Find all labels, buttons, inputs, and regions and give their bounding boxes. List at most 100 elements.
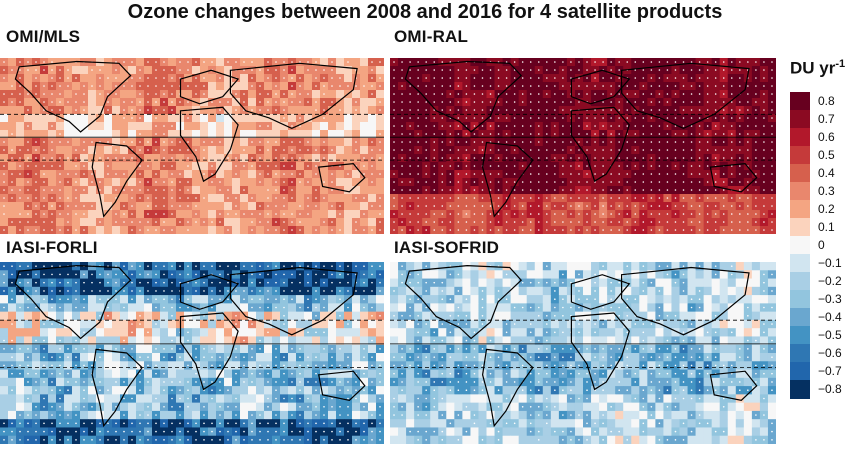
significance-dot [441, 125, 444, 127]
significance-dot [155, 133, 157, 135]
significance-dot [83, 381, 85, 383]
heatmap-cell [200, 319, 209, 329]
significance-dot [379, 101, 381, 103]
significance-dot [139, 85, 141, 87]
significance-dot [634, 173, 637, 175]
significance-dot [219, 189, 221, 191]
significance-dot [537, 197, 540, 199]
significance-dot [747, 173, 749, 175]
significance-dot [417, 197, 419, 199]
heatmap-cell [272, 319, 281, 329]
significance-dot [465, 77, 468, 79]
significance-dot [570, 213, 572, 215]
significance-dot [706, 189, 709, 191]
significance-dot [771, 189, 773, 191]
significance-dot [730, 205, 733, 207]
significance-dot [251, 372, 253, 375]
heatmap-cell [64, 130, 73, 139]
significance-dot [51, 323, 53, 325]
significance-dot [251, 323, 253, 325]
heatmap-cell [80, 218, 89, 227]
significance-dot [497, 229, 500, 231]
significance-dot [299, 157, 301, 159]
significance-dot [43, 181, 45, 183]
heatmap-cell [64, 122, 73, 131]
heatmap-cell [160, 361, 169, 370]
significance-dot [267, 101, 269, 103]
significance-dot [323, 93, 325, 95]
significance-dot [203, 93, 205, 95]
significance-dot [594, 173, 596, 175]
significance-dot [473, 197, 476, 199]
significance-dot [586, 133, 588, 135]
significance-dot [706, 221, 709, 223]
significance-dot [698, 213, 701, 215]
heatmap-cell [352, 311, 361, 321]
significance-dot [739, 221, 741, 223]
heatmap-cell [360, 336, 369, 346]
heatmap-cell [336, 218, 345, 227]
heatmap-cell [256, 377, 265, 387]
significance-dot [91, 181, 93, 183]
significance-dot [666, 133, 669, 135]
significance-dot [187, 290, 189, 292]
heatmap-cell [0, 114, 9, 123]
significance-dot [299, 77, 301, 79]
significance-dot [51, 205, 53, 207]
significance-dot [75, 181, 77, 183]
significance-dot [529, 133, 532, 135]
significance-dot [578, 165, 580, 167]
significance-dot [51, 109, 53, 111]
significance-dot [323, 381, 325, 383]
significance-dot [682, 149, 685, 151]
heatmap-cell [240, 218, 249, 227]
significance-dot [401, 221, 403, 223]
significance-dot [83, 281, 85, 284]
significance-dot [171, 189, 173, 191]
significance-dot [3, 189, 5, 191]
significance-dot [83, 189, 85, 191]
heatmap-cell [8, 226, 17, 234]
significance-dot [59, 306, 61, 309]
significance-dot [602, 109, 604, 111]
significance-dot [666, 109, 669, 111]
heatmap-cell [152, 377, 161, 387]
significance-dot [546, 61, 548, 63]
significance-dot [19, 290, 21, 292]
significance-dot [171, 306, 173, 309]
significance-dot [650, 181, 653, 183]
significance-dot [682, 61, 685, 63]
heatmap-cell [112, 319, 121, 329]
significance-dot [537, 141, 540, 143]
significance-dot [195, 281, 197, 284]
significance-dot [275, 364, 277, 367]
heatmap-cell [232, 186, 241, 195]
significance-dot [347, 85, 349, 87]
significance-dot [115, 381, 117, 383]
significance-dot [401, 213, 403, 215]
heatmap-cell [40, 114, 49, 123]
significance-dot [771, 125, 773, 127]
significance-dot [706, 101, 709, 103]
significance-dot [529, 141, 532, 143]
heatmap-cell [88, 186, 97, 195]
significance-dot [59, 77, 61, 79]
significance-dot [457, 165, 460, 167]
heatmap-cell [360, 98, 369, 107]
significance-dot [401, 181, 403, 183]
significance-dot [371, 181, 373, 183]
heatmap-cell [344, 122, 353, 131]
significance-dot [75, 77, 77, 79]
significance-dot [505, 133, 508, 135]
significance-dot [529, 93, 532, 95]
significance-dot [537, 189, 540, 191]
significance-dot [433, 85, 436, 87]
significance-dot [43, 339, 45, 342]
significance-dot [449, 229, 452, 231]
significance-dot [554, 77, 556, 79]
heatmap-cell [104, 194, 113, 203]
heatmap-cell [192, 319, 201, 329]
heatmap-cell [88, 319, 97, 329]
significance-dot [393, 85, 395, 87]
significance-dot [251, 221, 253, 223]
